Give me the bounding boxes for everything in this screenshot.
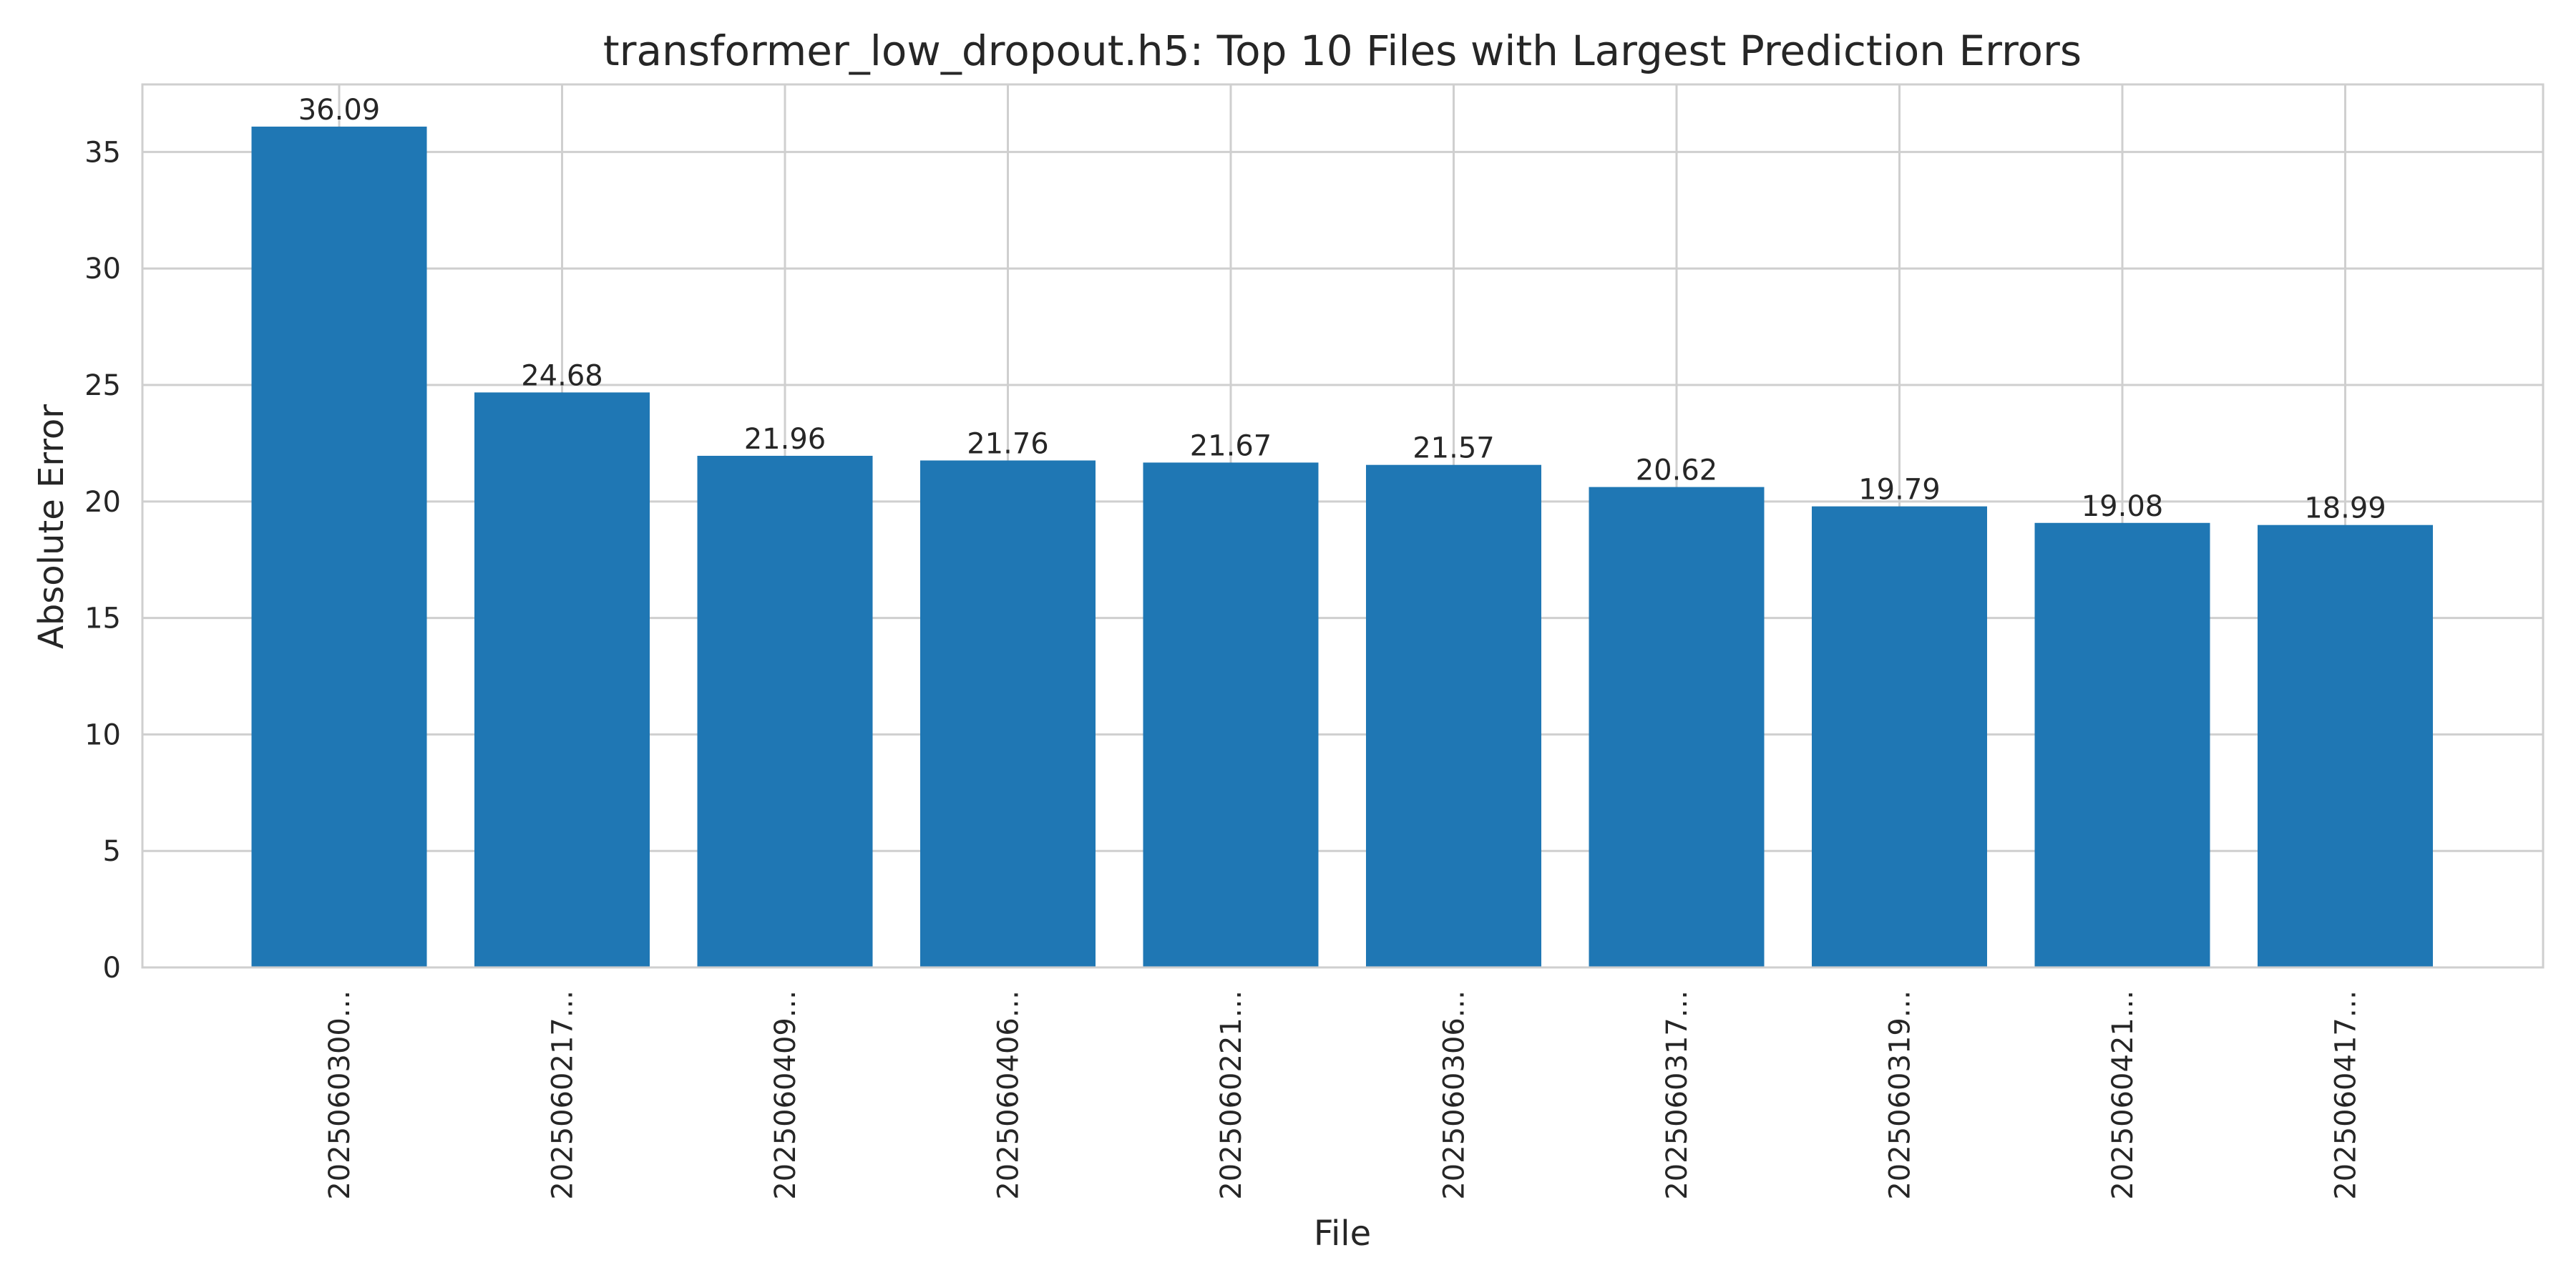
- y-tick-label: 30: [84, 253, 121, 286]
- bar: [2258, 525, 2433, 967]
- x-tick-label: 2025060317...: [1661, 990, 1694, 1200]
- x-tick-label: 2025060417...: [2330, 990, 2363, 1200]
- bar: [2034, 522, 2210, 967]
- bar: [474, 392, 650, 967]
- bar-value-label: 21.67: [1190, 429, 1272, 462]
- x-axis-ticks: 2025060300... 2025060217... 2025060409... 2…: [323, 990, 2363, 1200]
- bar-value-label: 21.96: [744, 423, 826, 456]
- bar: [697, 455, 873, 967]
- x-axis-label: File: [1314, 1214, 1371, 1254]
- bar: [1143, 462, 1319, 967]
- bar: [1589, 487, 1765, 967]
- x-tick-label: 2025060221...: [1215, 990, 1248, 1200]
- x-tick-label: 2025060300...: [323, 990, 356, 1200]
- y-tick-label: 5: [103, 835, 121, 868]
- bar-value-label: 20.62: [1636, 454, 1718, 487]
- bar-value-label: 21.76: [967, 428, 1049, 461]
- x-tick-label: 2025060319...: [1884, 990, 1917, 1200]
- y-axis-label: Absolute Error: [31, 404, 72, 649]
- x-tick-label: 2025060409...: [769, 990, 802, 1200]
- bar: [1812, 506, 1987, 967]
- x-tick-label: 2025060217...: [547, 990, 580, 1200]
- y-tick-label: 35: [84, 136, 121, 169]
- bar-value-label: 18.99: [2304, 492, 2386, 525]
- bar: [920, 460, 1096, 967]
- y-tick-label: 10: [84, 718, 121, 751]
- bar-value-label: 19.79: [1858, 474, 1941, 507]
- y-tick-label: 15: [84, 602, 121, 635]
- x-tick-label: 2025060306...: [1438, 990, 1471, 1200]
- plot-frame: [141, 83, 2545, 969]
- bars: [251, 126, 2433, 967]
- bar: [1366, 464, 1541, 967]
- x-tick-label: 2025060421...: [2107, 990, 2140, 1200]
- bar-value-label: 36.09: [298, 94, 381, 127]
- bar-value-label: 24.68: [521, 359, 603, 392]
- bar-value-label: 19.08: [2082, 490, 2164, 523]
- x-tick-label: 2025060406...: [992, 990, 1025, 1200]
- bar: [251, 126, 427, 967]
- y-tick-label: 25: [84, 369, 121, 402]
- bar-value-label: 21.57: [1413, 432, 1495, 465]
- bar-value-labels: 36.09 24.68 21.96 21.76 21.67 21.57 20.62 19.79…: [298, 94, 2386, 525]
- y-axis-ticks: 0 5 10 15 20 25 30 35: [84, 136, 121, 985]
- y-tick-label: 20: [84, 486, 121, 519]
- y-tick-label: 0: [103, 952, 121, 985]
- chart-title: transformer_low_dropout.h5: Top 10 Files…: [603, 26, 2082, 75]
